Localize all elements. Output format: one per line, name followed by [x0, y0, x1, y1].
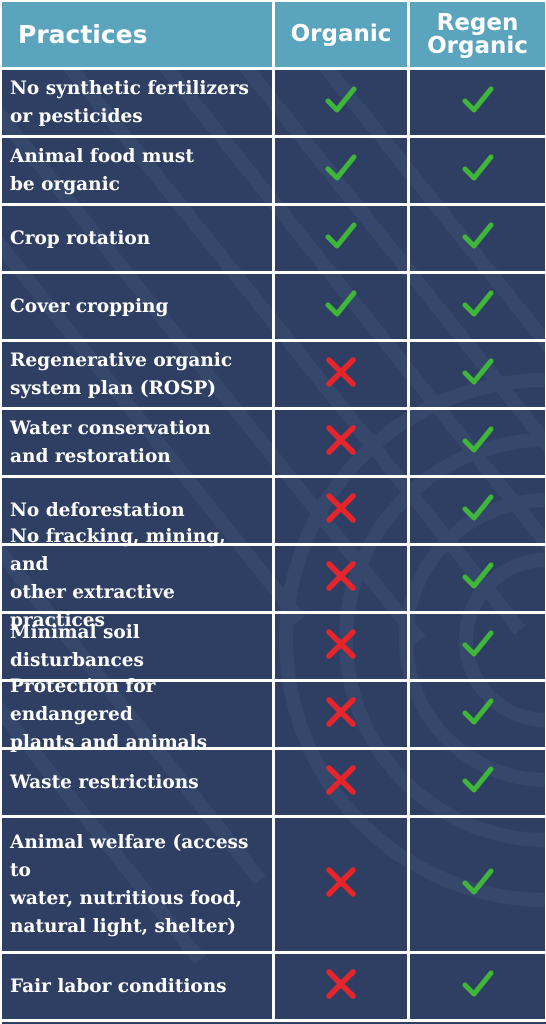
- practice-label: Waste restrictions: [2, 750, 275, 818]
- organic-header: Organic: [275, 2, 410, 70]
- organic-cross-icon: [275, 682, 410, 750]
- practice-label: Regenerative organic system plan (ROSP): [2, 342, 275, 410]
- regen-check-icon: [410, 70, 546, 138]
- practice-label: Animal food must be organic: [2, 138, 275, 206]
- practice-label: Fair labor conditions: [2, 954, 275, 1022]
- check-icon: [461, 865, 495, 904]
- regen-check-icon: [410, 274, 546, 342]
- practices-header: Practices: [2, 2, 275, 70]
- regen-check-icon: [410, 750, 546, 818]
- check-icon: [461, 967, 495, 1006]
- practice-label: No deforestation: [2, 478, 275, 546]
- regen-check-icon: [410, 206, 546, 274]
- regen-check-icon: [410, 818, 546, 954]
- cross-icon: [324, 695, 358, 734]
- organic-cross-icon: [275, 478, 410, 546]
- check-icon: [461, 627, 495, 666]
- cross-icon: [324, 865, 358, 904]
- regen-check-icon: [410, 478, 546, 546]
- regen-header-line1: Regen: [436, 9, 519, 36]
- check-icon: [461, 151, 495, 190]
- organic-cross-icon: [275, 342, 410, 410]
- check-icon: [324, 287, 358, 326]
- cross-icon: [324, 967, 358, 1006]
- organic-cross-icon: [275, 818, 410, 954]
- organic-cross-icon: [275, 750, 410, 818]
- cross-icon: [324, 491, 358, 530]
- organic-cross-icon: [275, 614, 410, 682]
- organic-cross-icon: [275, 410, 410, 478]
- check-icon: [461, 763, 495, 802]
- check-icon: [461, 83, 495, 122]
- practice-label: Crop rotation: [2, 206, 275, 274]
- check-icon: [324, 219, 358, 258]
- check-icon: [461, 355, 495, 394]
- regen-header-line2: Organic: [427, 32, 528, 59]
- check-icon: [324, 151, 358, 190]
- regen-check-icon: [410, 342, 546, 410]
- organic-check-icon: [275, 274, 410, 342]
- practice-label: No synthetic fertilizers or pesticides: [2, 70, 275, 138]
- cross-icon: [324, 763, 358, 802]
- regen-check-icon: [410, 138, 546, 206]
- organic-check-icon: [275, 206, 410, 274]
- regen-check-icon: [410, 682, 546, 750]
- check-icon: [461, 491, 495, 530]
- check-icon: [461, 695, 495, 734]
- organic-cross-icon: [275, 546, 410, 614]
- check-icon: [461, 219, 495, 258]
- regen-organic-header: Regen Organic: [410, 2, 546, 70]
- organic-cross-icon: [275, 954, 410, 1022]
- practice-label: Water conservation and restoration: [2, 410, 275, 478]
- cross-icon: [324, 559, 358, 598]
- regen-check-icon: [410, 546, 546, 614]
- cross-icon: [324, 627, 358, 666]
- practice-label: Protection for endangered plants and ani…: [2, 676, 275, 753]
- practice-label: No fracking, mining, and other extractiv…: [2, 526, 275, 631]
- organic-check-icon: [275, 138, 410, 206]
- practice-label: Minimal soil disturbances: [2, 614, 275, 682]
- check-icon: [324, 83, 358, 122]
- practice-label: Cover cropping: [2, 274, 275, 342]
- practice-label: Animal welfare (access to water, nutriti…: [2, 818, 275, 954]
- cross-icon: [324, 355, 358, 394]
- cross-icon: [324, 423, 358, 462]
- regen-check-icon: [410, 614, 546, 682]
- check-icon: [461, 559, 495, 598]
- regen-check-icon: [410, 410, 546, 478]
- check-icon: [461, 423, 495, 462]
- check-icon: [461, 287, 495, 326]
- organic-check-icon: [275, 70, 410, 138]
- regen-check-icon: [410, 954, 546, 1022]
